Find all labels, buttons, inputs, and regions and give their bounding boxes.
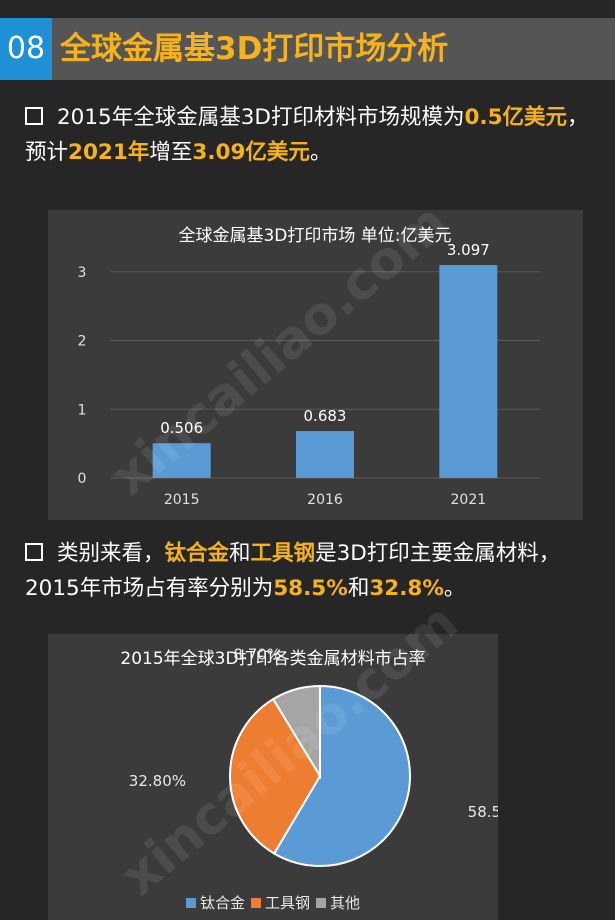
bar-2016	[296, 431, 354, 478]
legend-swatch	[185, 898, 196, 908]
x-tick-label: 2016	[307, 492, 343, 508]
highlight-tool-steel: 工具钢	[250, 541, 316, 566]
x-tick-label: 2021	[451, 492, 487, 508]
bar-2021	[439, 265, 498, 478]
pie-slice-其他	[271, 684, 321, 780]
y-tick-label: 1	[78, 402, 87, 418]
bar-2015	[152, 443, 211, 478]
category-share-paragraph: 类别来看，钛合金和工具钢是3D打印主要金属材料，2015年市场占有率分别为58.…	[25, 536, 605, 606]
text-segment: 和	[347, 576, 370, 601]
pie-value-label: 58.50%	[468, 803, 498, 821]
section-header: 08 全球金属基3D打印市场分析	[0, 18, 615, 80]
legend-label: 其他	[330, 894, 361, 912]
chart-title: 2015年全球3D打印各类金属材料市占率	[120, 649, 425, 669]
pie-value-label: 8.70%	[233, 646, 281, 664]
page-title: 全球金属基3D打印市场分析	[60, 31, 449, 67]
text-segment: 和	[229, 541, 251, 566]
legend-item: 钛合金	[185, 892, 245, 913]
chart-title: 全球金属基3D打印市场 单位:亿美元	[178, 226, 451, 246]
bullet-square-icon	[25, 107, 43, 125]
text-segment: 2015年全球金属基3D打印材料市场规模为	[57, 105, 465, 130]
bar-chart-panel: 全球金属基3D打印市场 单位:亿美元 0 1 2 3 0.506 2015 0.683 2016…	[48, 210, 583, 520]
text-segment: 是3D打印主要金属材料，2015年市场占有率分别为	[25, 541, 561, 601]
text-segment: 类别来看，	[57, 541, 165, 566]
x-tick-label: 2015	[164, 492, 200, 508]
pie-legend: 钛合金 工具钢 其他	[48, 892, 498, 913]
y-tick-label: 2	[78, 334, 87, 350]
text-segment: 增至	[149, 140, 193, 165]
bar-value-label: 0.506	[160, 419, 203, 437]
highlight-2021-year: 2021年	[68, 140, 150, 165]
y-tick-label: 3	[78, 265, 87, 281]
section-number-badge: 08	[0, 18, 52, 80]
legend-swatch	[316, 898, 326, 908]
highlight-2021-size: 3.09亿美元	[192, 140, 310, 165]
legend-item: 其他	[316, 892, 360, 913]
text-segment: ，预计	[25, 105, 589, 165]
text-segment: 。	[443, 576, 466, 601]
highlight-tool-steel-share: 32.8%	[369, 576, 444, 601]
y-tick-label: 0	[78, 471, 87, 487]
pie-slice-钛合金	[272, 684, 411, 867]
bar-chart: 全球金属基3D打印市场 单位:亿美元 0 1 2 3 0.506 2015 0.683 2016…	[78, 226, 540, 508]
bar-value-label: 3.097	[447, 241, 490, 259]
pie-value-label: 32.80%	[129, 772, 186, 790]
bullet-square-icon	[25, 543, 43, 561]
legend-label: 钛合金	[199, 894, 245, 912]
legend-item: 工具钢	[250, 892, 310, 913]
pie-chart-panel: 2015年全球3D打印各类金属材料市占率 58.50% 32.80% 8.70% 钛合…	[48, 634, 525, 920]
pie-slice-工具钢	[229, 697, 322, 855]
market-size-paragraph: 2015年全球金属基3D打印材料市场规模为0.5亿美元，预计2021年增至3.0…	[25, 100, 605, 170]
legend-label: 工具钢	[264, 894, 310, 912]
legend-swatch	[250, 898, 261, 908]
highlight-2015-size: 0.5亿美元	[464, 105, 568, 130]
pie-chart: 2015年全球3D打印各类金属材料市占率 58.50% 32.80% 8.70%	[120, 646, 525, 867]
bar-value-label: 0.683	[304, 407, 347, 425]
text-segment: 。	[309, 140, 332, 165]
highlight-titanium: 钛合金	[164, 541, 230, 566]
highlight-titanium-share: 58.5%	[273, 576, 348, 601]
